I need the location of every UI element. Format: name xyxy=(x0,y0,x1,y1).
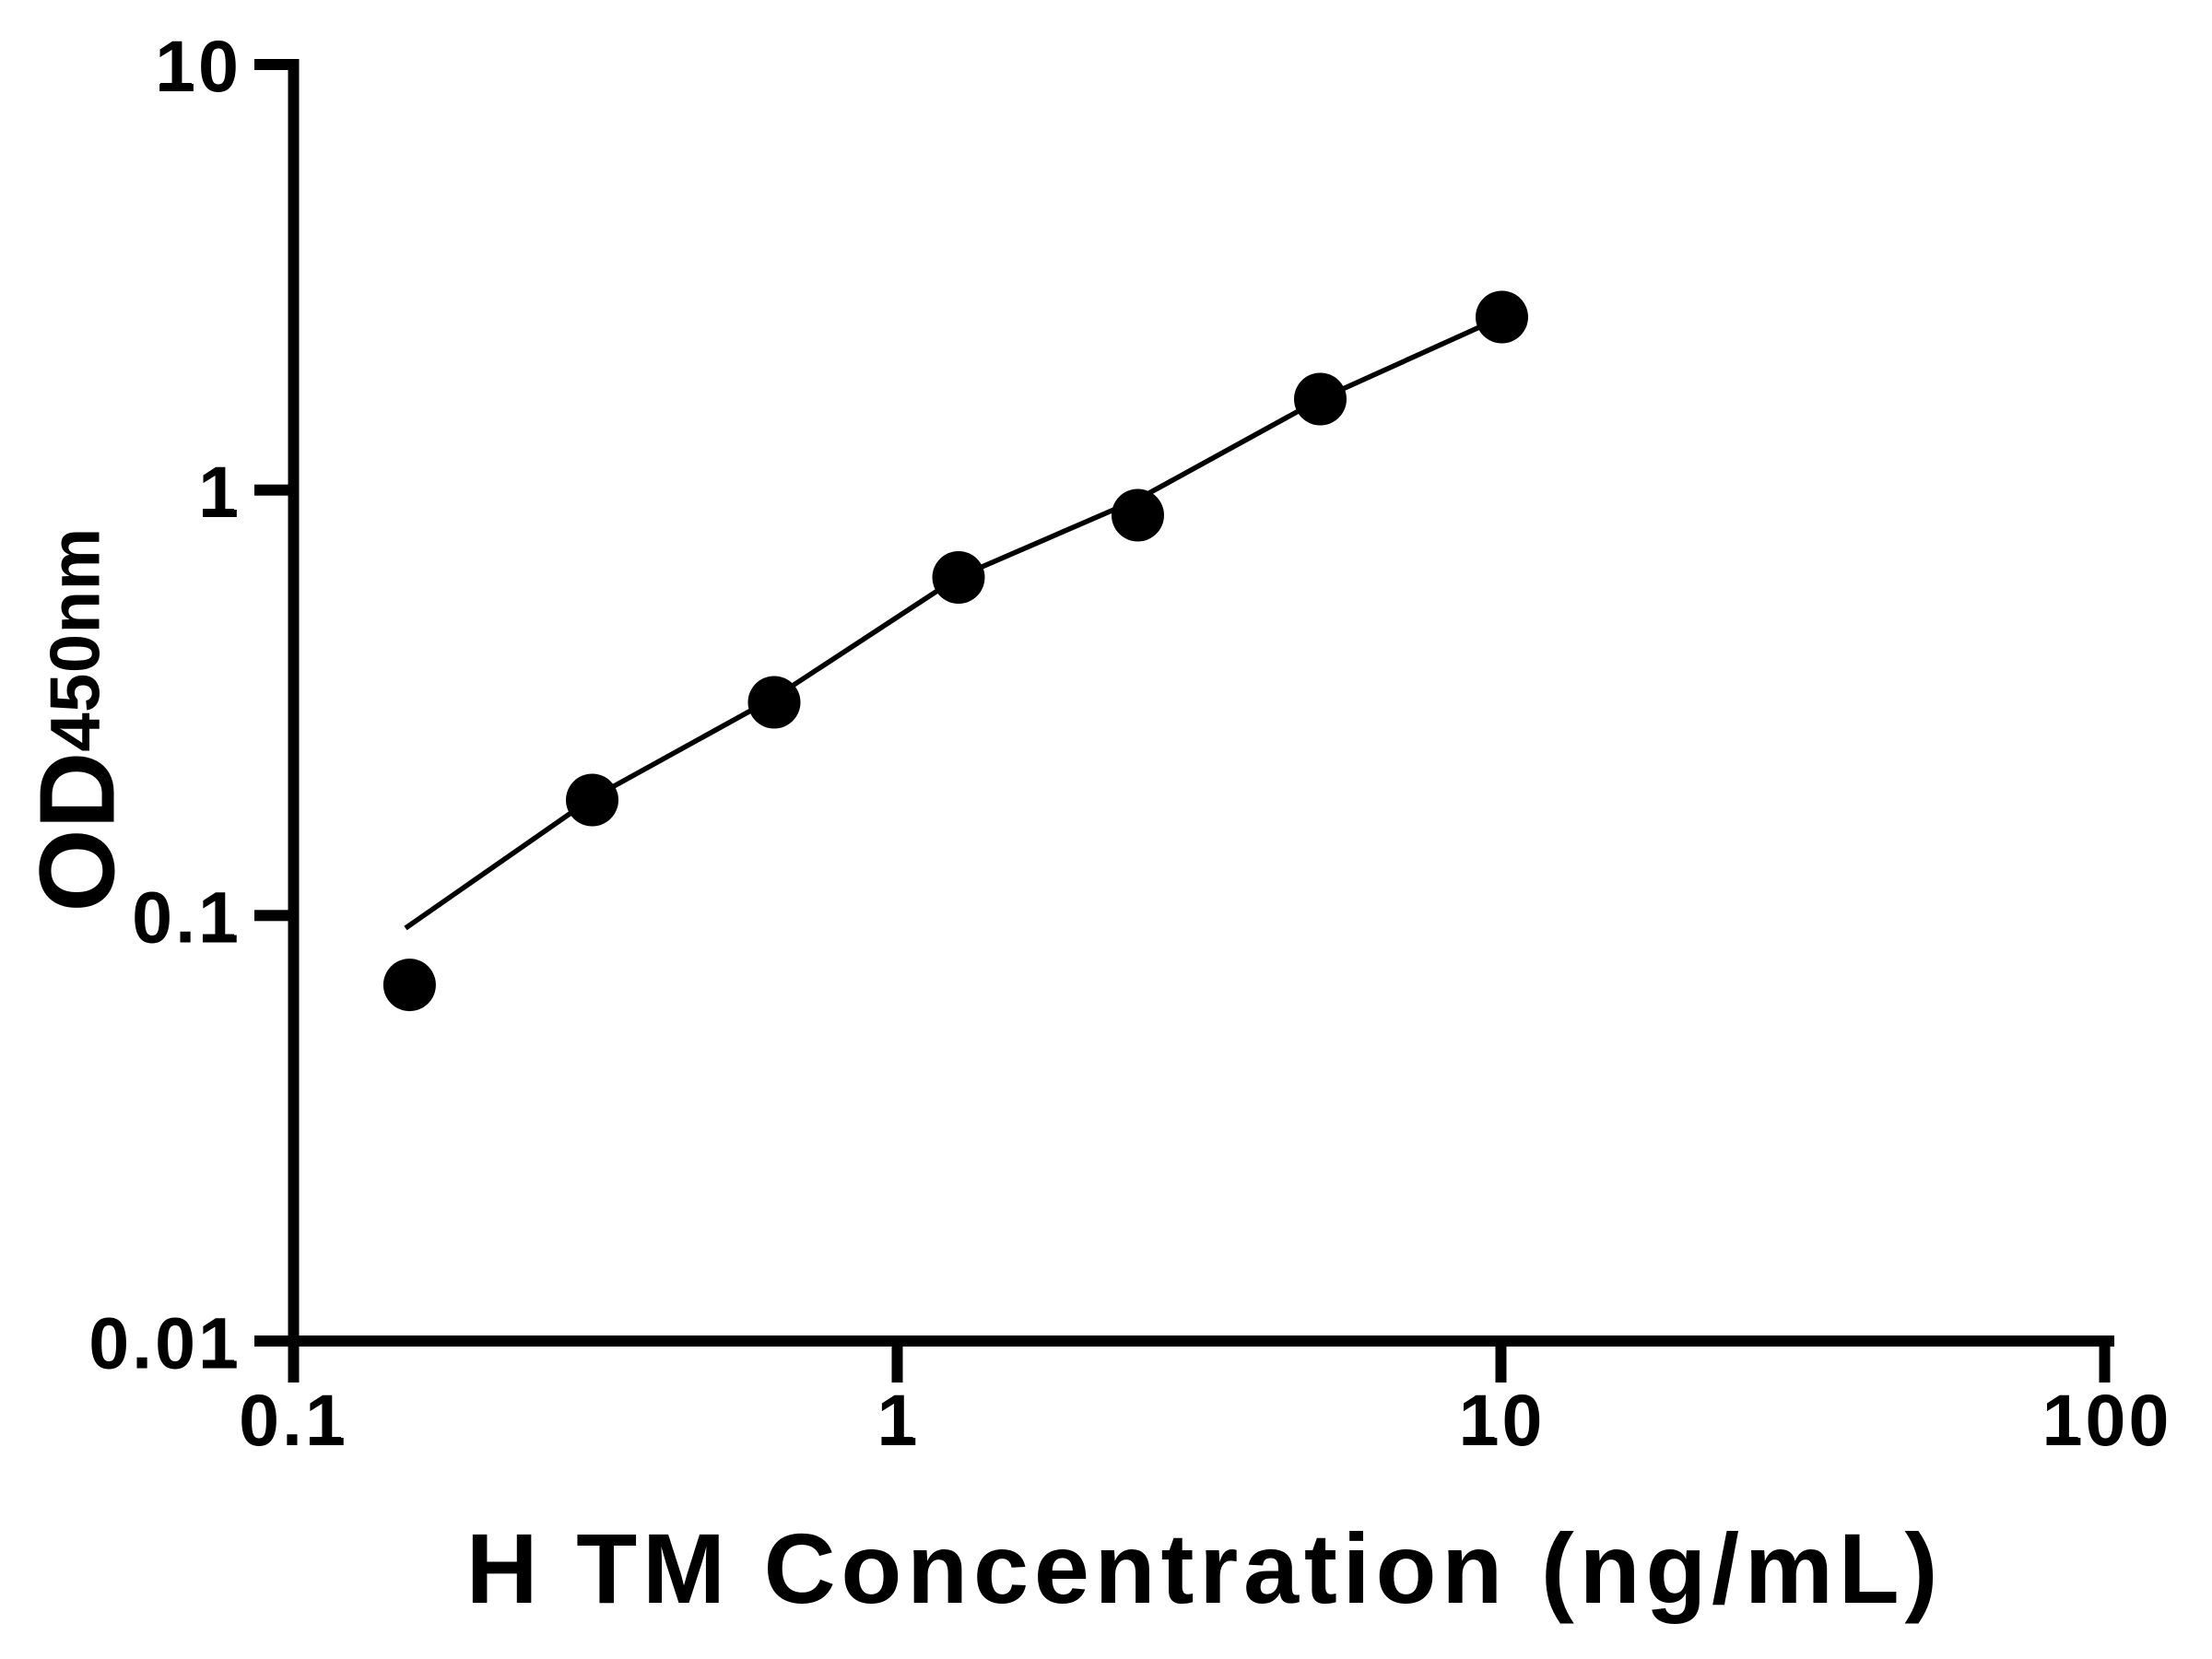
svg-text:0.1: 0.1 xyxy=(239,1379,348,1461)
svg-text:0.1: 0.1 xyxy=(132,877,241,959)
svg-text:1: 1 xyxy=(198,451,241,533)
svg-text:H TM Concentration (ng/mL): H TM Concentration (ng/mL) xyxy=(466,1512,1944,1624)
svg-text:1: 1 xyxy=(877,1379,921,1461)
svg-text:10: 10 xyxy=(1459,1379,1546,1461)
svg-text:10: 10 xyxy=(155,25,241,107)
svg-text:0.01: 0.01 xyxy=(88,1302,241,1384)
svg-text:100: 100 xyxy=(2042,1379,2172,1461)
